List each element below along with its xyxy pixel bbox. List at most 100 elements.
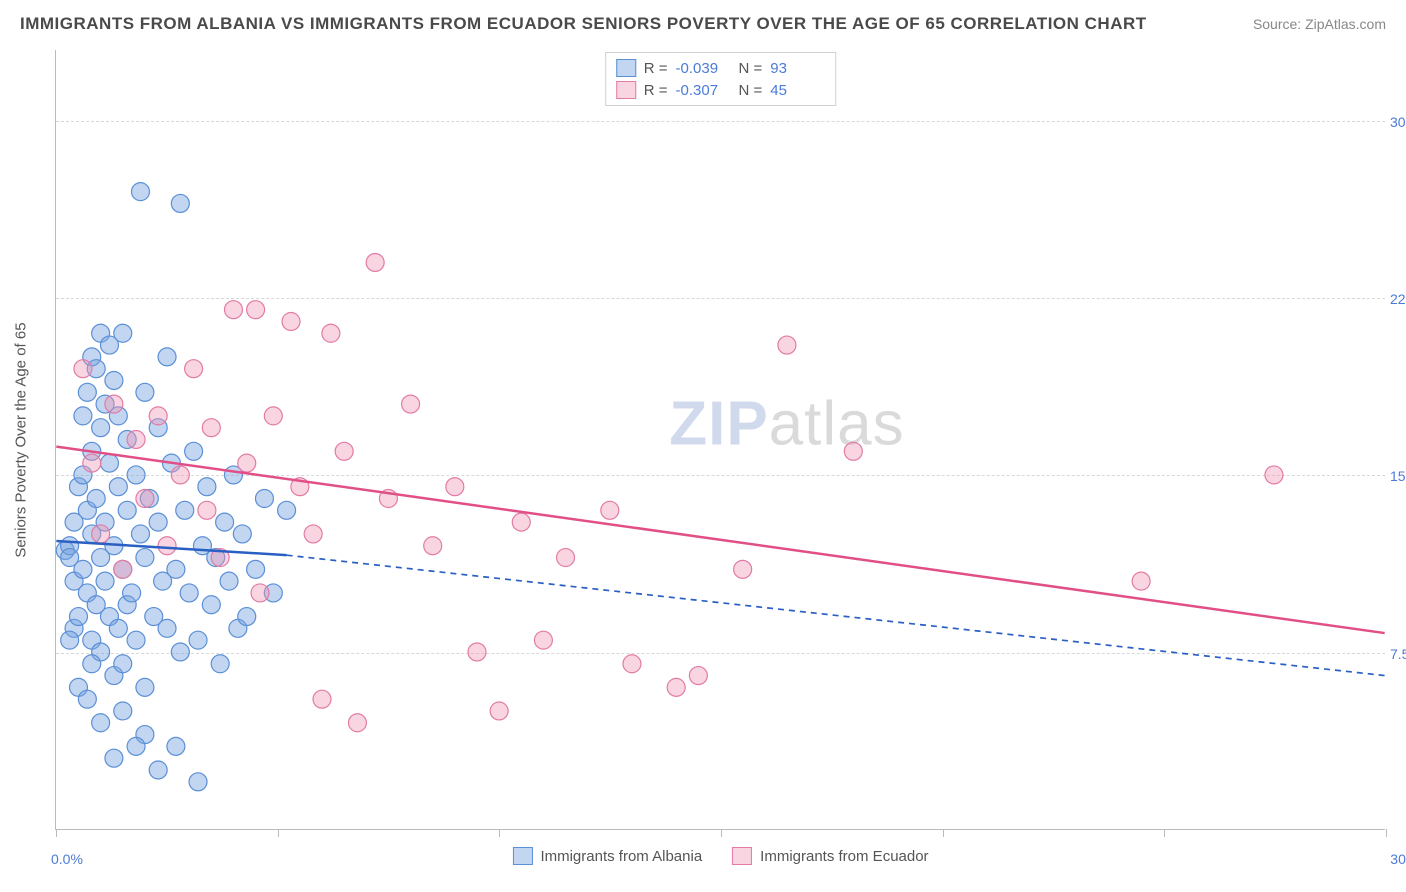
scatter-point xyxy=(149,407,167,425)
scatter-point xyxy=(114,702,132,720)
scatter-point xyxy=(127,466,145,484)
scatter-point xyxy=(127,431,145,449)
scatter-point xyxy=(512,513,530,531)
scatter-point xyxy=(446,478,464,496)
r-value: -0.307 xyxy=(676,82,731,99)
scatter-plot xyxy=(56,50,1385,829)
scatter-point xyxy=(87,490,105,508)
scatter-point xyxy=(247,301,265,319)
legend-label: Immigrants from Albania xyxy=(540,848,702,865)
scatter-point xyxy=(78,690,96,708)
scatter-point xyxy=(335,442,353,460)
x-tick xyxy=(943,829,944,837)
x-tick xyxy=(721,829,722,837)
scatter-point xyxy=(158,619,176,637)
scatter-point xyxy=(167,737,185,755)
scatter-point xyxy=(92,419,110,437)
scatter-point xyxy=(264,407,282,425)
scatter-point xyxy=(189,773,207,791)
legend-item: Immigrants from Ecuador xyxy=(732,847,928,865)
scatter-point xyxy=(623,655,641,673)
scatter-point xyxy=(278,501,296,519)
scatter-point xyxy=(74,360,92,378)
scatter-point xyxy=(158,537,176,555)
scatter-point xyxy=(402,395,420,413)
n-value: 45 xyxy=(770,82,825,99)
scatter-point xyxy=(557,549,575,567)
scatter-point xyxy=(114,655,132,673)
scatter-point xyxy=(202,596,220,614)
scatter-point xyxy=(149,761,167,779)
scatter-point xyxy=(127,631,145,649)
scatter-point xyxy=(424,537,442,555)
scatter-point xyxy=(185,360,203,378)
scatter-point xyxy=(92,714,110,732)
n-value: 93 xyxy=(770,60,825,77)
scatter-point xyxy=(127,737,145,755)
y-tick-label: 22.5% xyxy=(1390,291,1406,307)
scatter-point xyxy=(83,655,101,673)
scatter-point xyxy=(778,336,796,354)
legend-label: Immigrants from Ecuador xyxy=(760,848,928,865)
scatter-point xyxy=(251,584,269,602)
scatter-point xyxy=(171,466,189,484)
x-axis-max-label: 30.0% xyxy=(1390,851,1406,867)
scatter-point xyxy=(322,324,340,342)
y-tick-label: 30.0% xyxy=(1390,114,1406,130)
r-value: -0.039 xyxy=(676,60,731,77)
trendline-extrapolated xyxy=(287,555,1385,675)
scatter-point xyxy=(131,525,149,543)
scatter-point xyxy=(114,324,132,342)
legend-item: Immigrants from Albania xyxy=(512,847,702,865)
scatter-point xyxy=(238,608,256,626)
scatter-point xyxy=(109,619,127,637)
scatter-point xyxy=(171,194,189,212)
x-tick xyxy=(1164,829,1165,837)
scatter-point xyxy=(167,560,185,578)
scatter-point xyxy=(171,643,189,661)
scatter-point xyxy=(348,714,366,732)
scatter-point xyxy=(1265,466,1283,484)
x-tick xyxy=(1386,829,1387,837)
scatter-point xyxy=(198,478,216,496)
scatter-point xyxy=(136,549,154,567)
scatter-point xyxy=(114,560,132,578)
legend-stat-row: R =-0.039N =93 xyxy=(616,57,826,79)
correlation-legend: R =-0.039N =93R =-0.307N =45 xyxy=(605,52,837,106)
y-tick-label: 15.0% xyxy=(1390,468,1406,484)
scatter-point xyxy=(211,655,229,673)
scatter-point xyxy=(238,454,256,472)
scatter-point xyxy=(136,383,154,401)
scatter-point xyxy=(176,501,194,519)
chart-area: Seniors Poverty Over the Age of 65 7.5%1… xyxy=(55,50,1385,830)
legend-swatch xyxy=(616,59,636,77)
scatter-point xyxy=(468,643,486,661)
x-tick xyxy=(499,829,500,837)
scatter-point xyxy=(366,253,384,271)
scatter-point xyxy=(233,525,251,543)
trendline xyxy=(56,447,1384,633)
scatter-point xyxy=(131,183,149,201)
legend-swatch xyxy=(616,81,636,99)
scatter-point xyxy=(78,383,96,401)
scatter-point xyxy=(490,702,508,720)
scatter-point xyxy=(189,631,207,649)
scatter-point xyxy=(109,478,127,496)
scatter-point xyxy=(534,631,552,649)
scatter-point xyxy=(202,419,220,437)
scatter-point xyxy=(180,584,198,602)
r-label: R = xyxy=(644,60,668,77)
scatter-point xyxy=(105,749,123,767)
scatter-point xyxy=(158,348,176,366)
legend-swatch xyxy=(512,847,532,865)
scatter-point xyxy=(844,442,862,460)
scatter-point xyxy=(70,608,88,626)
scatter-point xyxy=(74,560,92,578)
scatter-point xyxy=(282,312,300,330)
scatter-point xyxy=(667,678,685,696)
scatter-point xyxy=(105,395,123,413)
scatter-point xyxy=(105,371,123,389)
scatter-point xyxy=(224,301,242,319)
r-label: R = xyxy=(644,82,668,99)
scatter-point xyxy=(220,572,238,590)
